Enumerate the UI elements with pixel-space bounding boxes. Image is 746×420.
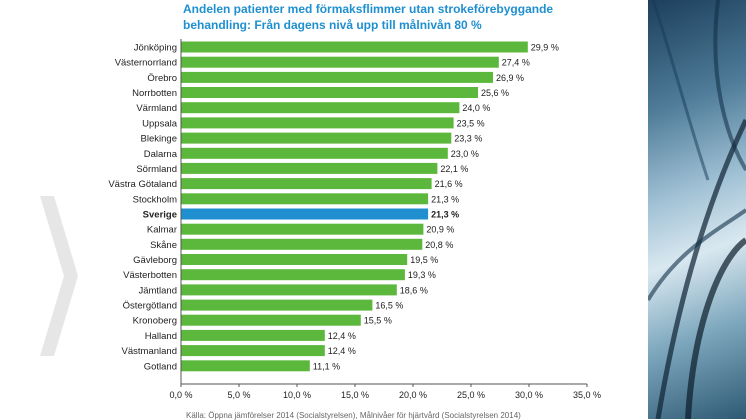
category-label: Skåne [150, 240, 177, 251]
chevron-decoration [40, 196, 78, 356]
category-label: Västerbotten [123, 270, 177, 281]
value-label: 19,5 % [410, 255, 438, 265]
value-label: 12,4 % [328, 346, 356, 356]
value-label: 21,3 % [431, 194, 459, 204]
bar [181, 56, 499, 68]
bar [181, 208, 429, 220]
category-label: Halland [145, 331, 177, 342]
category-label: Uppsala [142, 118, 178, 129]
category-label: Norrbotten [132, 88, 177, 99]
bar [181, 87, 478, 98]
bar [181, 102, 460, 114]
value-label: 21,6 % [435, 179, 463, 189]
value-label: 26,9 % [496, 73, 524, 83]
value-label: 20,8 % [425, 240, 453, 250]
category-label: Blekinge [141, 134, 177, 145]
x-tick-label: 20,0 % [399, 390, 427, 400]
chart-title-line-1: Andelen patienter med förmaksflimmer uta… [183, 2, 554, 16]
bar [181, 132, 452, 144]
bar [181, 238, 423, 250]
chart-title-line-2: behandling: Från dagens nivå upp till må… [183, 18, 482, 32]
bar [181, 284, 397, 296]
value-label: 23,0 % [451, 149, 479, 159]
value-label: 24,0 % [462, 103, 490, 113]
category-label: Västra Götaland [108, 179, 177, 190]
bar [181, 299, 373, 311]
value-label: 29,9 % [531, 43, 559, 53]
value-label: 20,9 % [426, 225, 454, 235]
category-label: Jämtland [138, 285, 177, 296]
category-label: Stockholm [133, 194, 177, 205]
x-tick-label: 5,0 % [227, 390, 250, 400]
chart-title: Andelen patienter med förmaksflimmer uta… [183, 1, 623, 33]
value-label: 23,5 % [457, 118, 485, 128]
bar [181, 254, 408, 265]
value-label: 11,1 % [313, 361, 340, 371]
bar [181, 193, 429, 205]
bar [181, 223, 424, 235]
category-label: Sverige [143, 210, 177, 221]
bar [181, 147, 448, 159]
value-label: 12,4 % [328, 331, 356, 341]
value-label: 25,6 % [481, 88, 509, 98]
category-label: Gotland [144, 361, 177, 372]
value-label: 23,3 % [454, 134, 482, 144]
value-label: 16,5 % [375, 301, 403, 311]
category-label: Gävleborg [133, 255, 177, 266]
value-label: 18,6 % [400, 285, 428, 295]
x-tick-label: 35,0 % [573, 390, 601, 400]
bar [181, 345, 325, 357]
x-tick-label: 15,0 % [341, 390, 369, 400]
value-label: 19,3 % [408, 270, 436, 280]
category-label: Kronoberg [133, 316, 177, 327]
source-note: Källa: Öppna jämförelser 2014 (Socialsty… [186, 411, 521, 420]
bar [181, 314, 361, 326]
category-label: Jönköping [134, 43, 177, 54]
bar [181, 117, 454, 129]
category-label: Värmland [136, 103, 177, 114]
bar [181, 178, 432, 190]
bar [181, 360, 310, 372]
category-label: Sörmland [136, 164, 177, 175]
x-tick-label: 0,0 % [169, 390, 192, 400]
category-label: Dalarna [144, 149, 178, 160]
decorative-photo [648, 0, 746, 419]
bar [181, 269, 405, 281]
value-label: 22,1 % [440, 164, 468, 174]
bar [181, 41, 528, 53]
x-tick-label: 25,0 % [457, 390, 485, 400]
x-tick-label: 10,0 % [283, 390, 311, 400]
category-label: Örebro [147, 73, 177, 84]
value-label: 15,5 % [364, 316, 392, 326]
x-tick-label: 30,0 % [515, 390, 543, 400]
category-label: Kalmar [147, 225, 177, 236]
bar [181, 71, 493, 83]
value-label: 27,4 % [502, 58, 530, 68]
category-label: Västmanland [122, 346, 177, 357]
bar [181, 329, 325, 341]
category-label: Östergötland [123, 301, 177, 312]
category-label: Västernorrland [115, 58, 177, 69]
value-label: 21,3 % [431, 210, 459, 220]
bar [181, 162, 438, 174]
